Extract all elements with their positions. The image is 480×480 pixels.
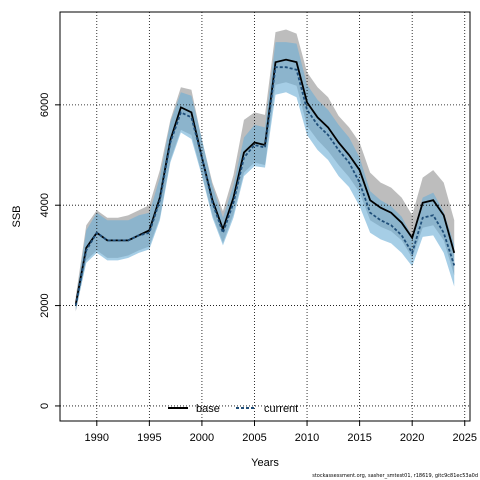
plot-frame	[59, 11, 471, 422]
x-axis: 1990 1995 2000 2005 2010 2015 2020 2025	[85, 421, 477, 444]
x-tick-label-2005: 2005	[242, 432, 266, 444]
band-current	[75, 42, 455, 311]
confidence-bands	[75, 29, 455, 312]
x-tick-label-2020: 2020	[400, 432, 424, 444]
y-tick-label-4000: 4000	[39, 193, 51, 217]
x-tick-label-2010: 2010	[295, 432, 319, 444]
legend-label-current: current	[264, 403, 298, 415]
x-tick-label-2000: 2000	[190, 432, 214, 444]
series-line-current	[74, 66, 456, 306]
x-tick-label-2015: 2015	[347, 432, 371, 444]
x-tick-label-2025: 2025	[453, 432, 477, 444]
footnote: stockassessment.org, sasher_smtest01, r1…	[312, 473, 478, 479]
series-lines	[74, 58, 456, 306]
legend: base current	[168, 403, 298, 415]
x-tick-label-1995: 1995	[137, 432, 161, 444]
y-tick-label-6000: 6000	[39, 93, 51, 117]
band-base	[75, 29, 455, 312]
legend-label-base: base	[196, 403, 220, 415]
series-line-base	[74, 58, 456, 305]
y-axis-title: SSB	[11, 205, 23, 227]
x-axis-title: Years	[251, 457, 279, 469]
y-tick-label-2000: 2000	[39, 293, 51, 317]
y-tick-label-0: 0	[39, 403, 51, 409]
y-axis: 0 2000 4000 6000	[39, 93, 60, 409]
x-tick-label-1990: 1990	[85, 432, 109, 444]
grid-lines	[60, 12, 470, 421]
